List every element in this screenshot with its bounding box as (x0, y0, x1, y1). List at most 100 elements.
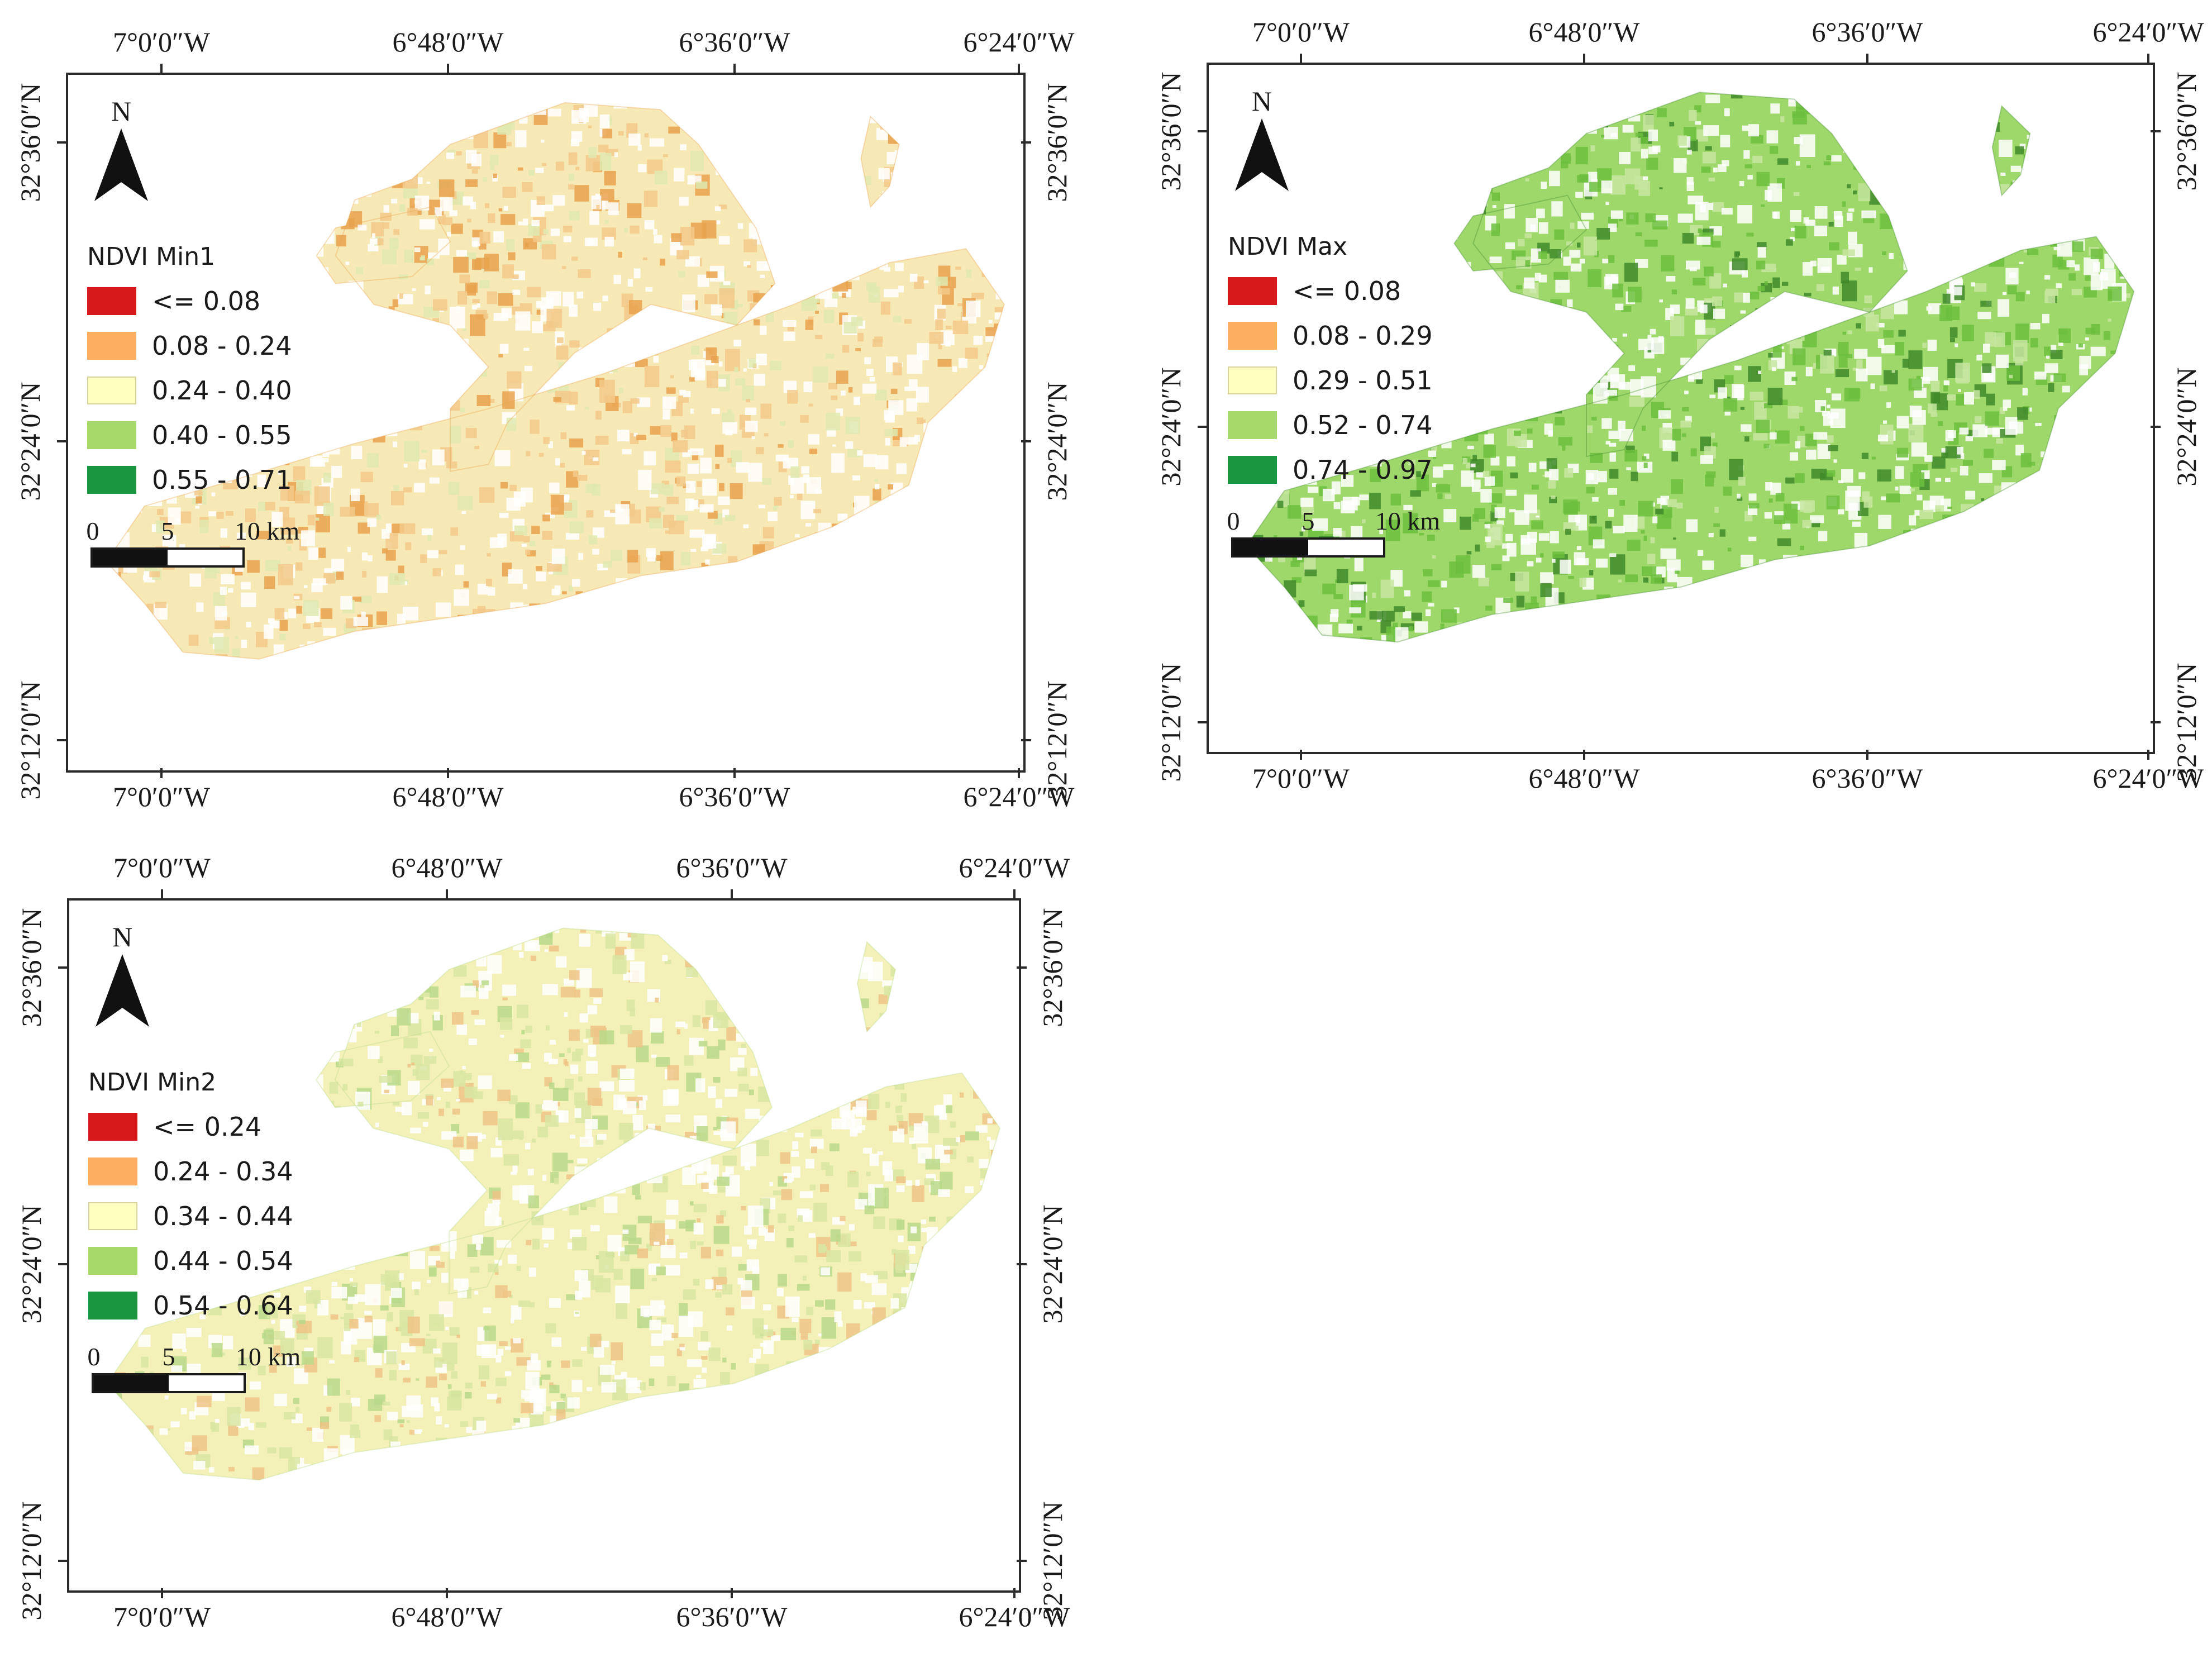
axis-tick (733, 64, 736, 74)
legend-item: 0.24 - 0.34 (88, 1149, 293, 1194)
axis-tick (1018, 768, 1020, 778)
legend-item: 0.55 - 0.71 (87, 458, 292, 502)
axis-tick (446, 889, 448, 899)
longitude-label: 7°0′0″W (1252, 763, 1350, 794)
latitude-label: 32°24′0″N (1155, 367, 1186, 487)
axis-tick (1198, 721, 1208, 723)
north-arrow-icon (94, 128, 148, 201)
legend-label: 0.24 - 0.34 (153, 1156, 293, 1187)
axis-tick (161, 889, 163, 899)
axis-tick (1300, 750, 1302, 760)
latitude-label: 32°12′0″N (16, 1501, 47, 1621)
legend-swatch (1228, 277, 1277, 305)
axis-tick (733, 768, 736, 778)
latitude-label: 32°24′0″N (16, 1204, 47, 1323)
axis-tick (1018, 64, 1020, 74)
legend-label: 0.54 - 0.64 (153, 1290, 293, 1321)
scale-label-0: 0 (87, 1342, 101, 1371)
legend-item: <= 0.08 (87, 279, 292, 323)
longitude-label: 6°36′0″W (1811, 763, 1923, 794)
legend-item: 0.52 - 0.74 (1228, 403, 1433, 447)
longitude-label: 6°24′0″W (2092, 16, 2204, 47)
axis-tick (160, 64, 163, 74)
axis-tick (1866, 54, 1868, 64)
north-arrow-icon (1235, 118, 1289, 191)
legend-swatch (88, 1202, 137, 1230)
legend-label: 0.44 - 0.54 (153, 1246, 293, 1276)
axis-tick (1021, 141, 1031, 144)
legend-item: <= 0.24 (88, 1104, 293, 1149)
scale-label-5: 5 (161, 517, 174, 545)
axis-tick (1583, 750, 1585, 760)
legend-item: 0.29 - 0.51 (1228, 358, 1433, 403)
legend-label: 0.52 - 0.74 (1293, 410, 1433, 440)
legend-swatch (88, 1247, 137, 1275)
axis-tick (2147, 54, 2149, 64)
axis-tick (1017, 1263, 1027, 1265)
legend-swatch (87, 377, 136, 404)
legend-label: 0.24 - 0.40 (152, 375, 292, 406)
axis-tick (1017, 966, 1027, 969)
latitude-label: 32°36′0″N (15, 83, 46, 202)
scale-bar: 0 5 10 km (1227, 506, 1440, 558)
legend-swatch (88, 1157, 137, 1185)
axis-tick (57, 141, 67, 144)
legend-label: 0.74 - 0.97 (1293, 455, 1433, 485)
legend-swatch (1228, 456, 1277, 484)
axis-tick (160, 768, 163, 778)
legend: NDVI Min2 <= 0.24 0.24 - 0.34 0.34 - 0.44 0… (88, 1068, 293, 1328)
axis-tick (731, 1588, 733, 1598)
axis-tick (1198, 425, 1208, 428)
latitude-label: 32°24′0″N (15, 382, 46, 501)
latitude-label: 32°12′0″N (15, 680, 46, 800)
longitude-label: 6°36′0″W (1811, 16, 1923, 47)
longitude-label: 6°24′0″W (2092, 763, 2204, 794)
axis-tick (1021, 440, 1031, 442)
longitude-label: 6°48′0″W (1528, 16, 1640, 47)
legend-swatch (87, 421, 136, 449)
legend-label: <= 0.08 (152, 286, 261, 316)
legend-label: 0.08 - 0.24 (152, 331, 292, 361)
axis-tick (1198, 130, 1208, 132)
axis-tick (1583, 54, 1585, 64)
legend-item: <= 0.08 (1228, 269, 1433, 313)
scale-label-10: 10 km (1375, 507, 1441, 535)
latitude-label: 32°12′0″N (1037, 1501, 1068, 1621)
legend-item: 0.74 - 0.97 (1228, 447, 1433, 492)
north-arrow: N (90, 97, 152, 201)
longitude-label: 6°24′0″W (959, 852, 1070, 883)
longitude-label: 6°48′0″W (391, 1601, 503, 1632)
legend-swatch (88, 1292, 137, 1319)
longitude-label: 6°36′0″W (676, 1601, 788, 1632)
axis-tick (447, 64, 449, 74)
legend-label: <= 0.24 (153, 1112, 262, 1142)
legend: NDVI Max <= 0.08 0.08 - 0.29 0.29 - 0.51 0.… (1228, 232, 1433, 492)
ndvi-raster (1246, 92, 2135, 643)
latitude-label: 32°24′0″N (2171, 367, 2202, 487)
legend-title: NDVI Min2 (88, 1068, 217, 1097)
latitude-label: 32°12′0″N (1041, 680, 1072, 800)
axis-tick (57, 739, 67, 742)
legend-swatch (87, 332, 136, 360)
legend-item: 0.34 - 0.44 (88, 1194, 293, 1238)
legend-swatch (1228, 322, 1277, 350)
legend-label: 0.40 - 0.55 (152, 420, 292, 450)
longitude-label: 6°36′0″W (679, 26, 790, 58)
legend-swatch (87, 287, 136, 315)
longitude-label: 6°48′0″W (392, 781, 504, 812)
scale-label-0: 0 (86, 517, 99, 545)
longitude-label: 6°48′0″W (1528, 763, 1640, 794)
map-frame: N NDVI Max <= 0.08 0.08 - 0.29 0.29 - 0.51… (1207, 63, 2155, 754)
longitude-label: 7°0′0″W (113, 781, 210, 812)
legend-swatch (1228, 366, 1277, 394)
latitude-label: 32°36′0″N (1155, 72, 1186, 191)
latitude-label: 32°36′0″N (2171, 72, 2202, 191)
axis-tick (447, 768, 449, 778)
axis-tick (2151, 130, 2161, 132)
north-label: N (1251, 85, 1272, 117)
longitude-label: 6°48′0″W (392, 26, 504, 58)
axis-tick (1013, 1588, 1016, 1598)
axis-tick (2151, 721, 2161, 723)
legend-item: 0.08 - 0.24 (87, 323, 292, 368)
scale-bar: 0 5 10 km (88, 1342, 301, 1393)
